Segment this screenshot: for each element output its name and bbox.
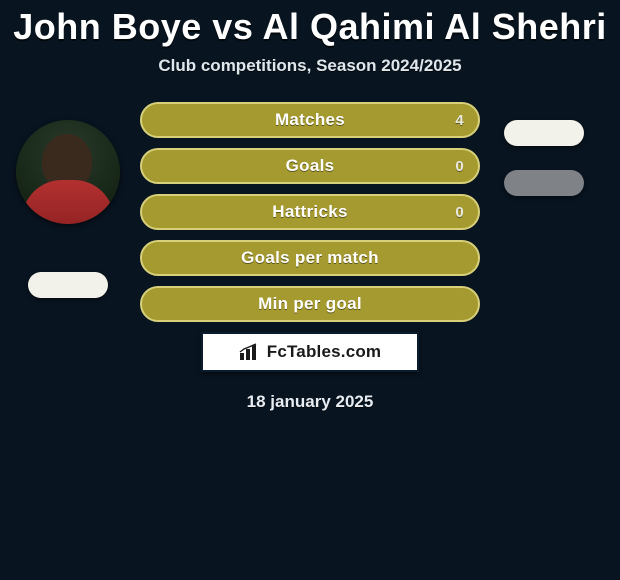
stat-right-value: 0 [455,158,464,175]
right-player-column [484,120,604,196]
brand-text: FcTables.com [267,342,382,362]
infographic-root: John Boye vs Al Qahimi Al Shehri Club co… [0,0,620,412]
indicator-pill-right-1 [504,170,584,196]
player-avatar-left [16,120,120,224]
indicator-pill-right-0 [504,120,584,146]
stat-right-value: 0 [455,204,464,221]
stat-row-min-per-goal: Min per goal [140,286,480,322]
bars-icon [239,343,261,361]
left-player-column [8,120,128,298]
page-title: John Boye vs Al Qahimi Al Shehri [0,4,620,56]
stat-bars: Matches 4 Goals 0 Hattricks 0 Goals per … [140,102,480,322]
subtitle: Club competitions, Season 2024/2025 [0,56,620,102]
stat-row-matches: Matches 4 [140,102,480,138]
stat-label: Goals [286,156,335,176]
stat-row-hattricks: Hattricks 0 [140,194,480,230]
brand-badge: FcTables.com [201,332,419,372]
stat-label: Hattricks [272,202,347,222]
stat-label: Matches [275,110,345,130]
date-text: 18 january 2025 [0,392,620,412]
stat-label: Min per goal [258,294,362,314]
stat-row-goals: Goals 0 [140,148,480,184]
stat-right-value: 4 [455,112,464,129]
stat-row-goals-per-match: Goals per match [140,240,480,276]
stat-label: Goals per match [241,248,379,268]
indicator-pill-left [28,272,108,298]
